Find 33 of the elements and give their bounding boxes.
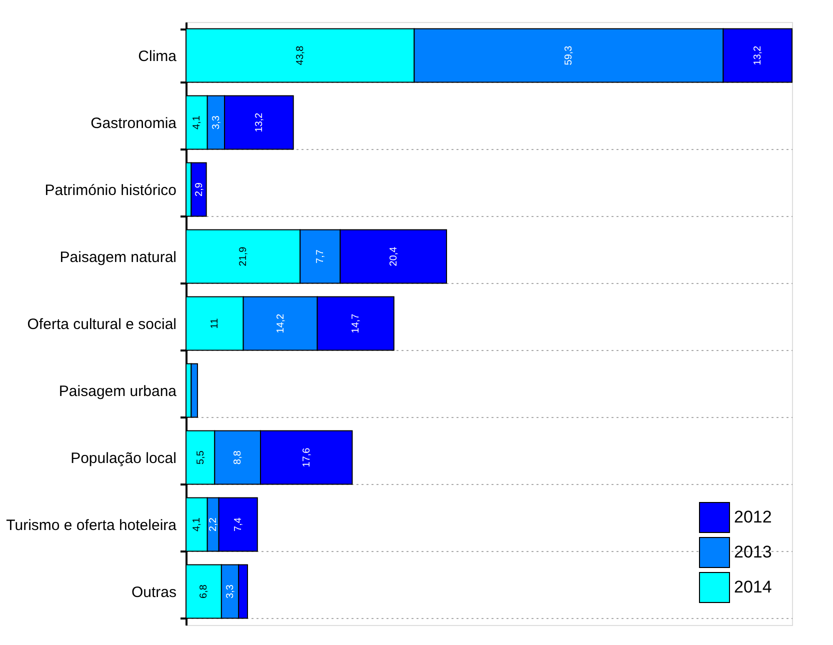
legend-label: 2014 xyxy=(734,578,772,596)
y-tick-label: Outras xyxy=(131,584,176,601)
data-label: 11 xyxy=(210,318,221,329)
data-label: 13,2 xyxy=(752,45,764,66)
data-label: 20,4 xyxy=(388,246,400,266)
y-tick-label: População local xyxy=(70,450,176,467)
y-tick-label: Paisagem urbana xyxy=(58,383,178,400)
data-label: 5,5 xyxy=(195,450,206,464)
data-label: 43,8 xyxy=(295,45,306,66)
y-tick-label: Oferta cultural e social xyxy=(27,316,176,333)
legend-label: 2013 xyxy=(734,542,772,562)
data-label: 13,2 xyxy=(254,112,265,132)
data-label: 2,9 xyxy=(194,182,205,196)
data-label: 4,1 xyxy=(192,517,203,532)
y-tick-label: Gastronomia xyxy=(90,115,178,132)
data-label: 3,3 xyxy=(225,584,236,598)
data-label: 6,8 xyxy=(198,584,210,598)
y-tick-label: Paisagem natural xyxy=(60,249,176,266)
data-label: 2,2 xyxy=(208,517,220,532)
legend-label: 2012 xyxy=(734,508,772,526)
data-label: 3,3 xyxy=(210,115,222,130)
y-tick-label: Património histórico xyxy=(44,182,176,199)
data-label: 14,2 xyxy=(275,313,286,334)
data-label: 7,4 xyxy=(233,517,244,532)
data-label: 21,9 xyxy=(238,246,250,266)
data-label: 4,1 xyxy=(192,115,203,130)
data-label: 7,7 xyxy=(315,249,326,264)
data-label: 14,7 xyxy=(350,313,362,334)
data-label: 8,8 xyxy=(232,450,244,464)
y-tick-label: Turismo e oferta hoteleira xyxy=(6,517,178,534)
data-label: 17,6 xyxy=(301,447,312,468)
y-tick-label: Clima xyxy=(138,48,178,65)
data-label: 59,3 xyxy=(564,45,575,66)
